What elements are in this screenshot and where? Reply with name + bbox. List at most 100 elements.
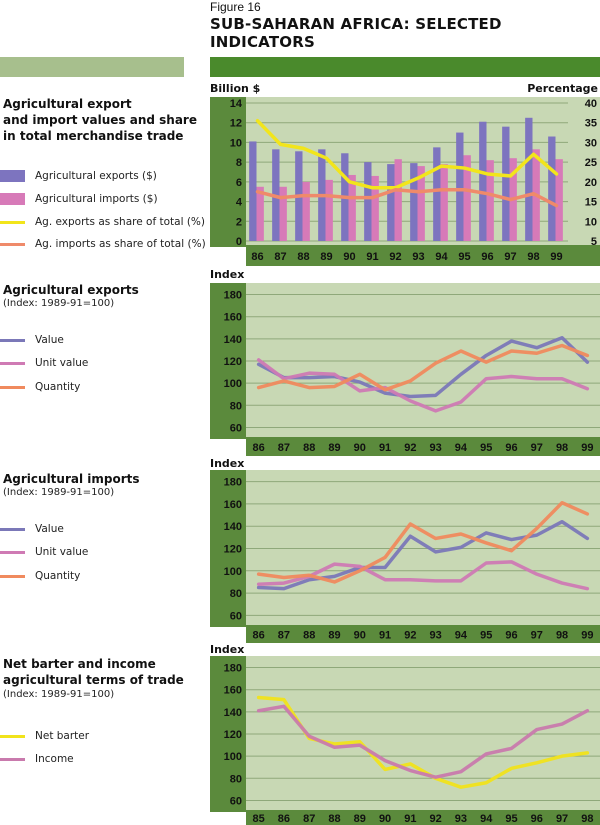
y-tick-label: 160 <box>224 312 242 324</box>
x-tick-label: 88 <box>328 813 340 825</box>
y-tick-label: 60 <box>230 610 242 622</box>
section-title-line: Net barter and income <box>3 657 156 671</box>
legend-item-imports-bar: Agricultural imports ($) <box>0 192 158 206</box>
y-tick-label: 140 <box>224 521 242 533</box>
x-tick-label: 98 <box>556 442 568 454</box>
section-title-line: Agricultural imports <box>3 472 140 486</box>
legend-item-net-barter: Net barter <box>0 729 89 743</box>
y-tick-label: 12 <box>230 118 242 130</box>
y-tick-label: 4 <box>236 197 243 209</box>
y-tick-label: 10 <box>230 137 242 149</box>
x-tick-label: 93 <box>455 813 467 825</box>
series-line <box>256 358 590 413</box>
y-tick-label: 100 <box>224 751 242 763</box>
x-tick-label: 97 <box>531 630 543 642</box>
bar <box>279 186 287 241</box>
bar <box>525 117 533 241</box>
bar <box>502 126 510 241</box>
side-header-bar <box>0 57 184 77</box>
y-axis-label-left: Billion $ <box>210 82 261 95</box>
y-tick-label: 180 <box>224 663 242 675</box>
series-line <box>256 519 590 591</box>
x-tick-label: 92 <box>404 630 416 642</box>
line-swatch-icon <box>0 338 25 342</box>
x-tick-label: 96 <box>505 442 517 454</box>
x-tick-label: 87 <box>274 251 286 263</box>
y-tick-label: 180 <box>224 477 242 489</box>
x-tick-label: 90 <box>354 442 366 454</box>
x-axis-band <box>246 245 600 266</box>
x-tick-label: 92 <box>389 251 401 263</box>
bar <box>456 132 464 241</box>
y-tick-label-right: 30 <box>585 137 597 149</box>
y-tick-label-right: 25 <box>585 157 597 169</box>
x-tick-label: 89 <box>354 813 366 825</box>
legend-item-exports-share: Ag. exports as share of total (%) <box>0 215 205 229</box>
legend-label: Quantity <box>35 381 81 393</box>
bar <box>410 163 418 241</box>
legend-item-unit-value: Unit value <box>0 356 88 370</box>
legend-label: Quantity <box>35 570 81 582</box>
series-line <box>256 704 590 779</box>
x-tick-label: 97 <box>531 442 543 454</box>
y-tick-label-right: 5 <box>591 236 597 248</box>
legend-label: Value <box>35 334 64 346</box>
y-tick-label: 14 <box>230 98 243 110</box>
x-tick-label: 98 <box>527 251 539 263</box>
section-subtitle: (Index: 1989-91=100) <box>3 689 115 700</box>
x-tick-label: 90 <box>343 251 355 263</box>
section-title-line: in total merchandise trade <box>3 129 184 143</box>
legend-item-income: Income <box>0 752 74 766</box>
bar <box>364 162 372 241</box>
series-line <box>255 187 559 208</box>
x-tick-label: 97 <box>504 251 516 263</box>
line-swatch-icon <box>0 361 25 365</box>
line-swatch-icon <box>0 385 25 389</box>
line-swatch-icon <box>0 527 25 531</box>
x-tick-label: 87 <box>278 442 290 454</box>
x-tick-label: 93 <box>430 630 442 642</box>
x-tick-label: 91 <box>404 813 416 825</box>
legend-label: Agricultural exports ($) <box>35 170 157 182</box>
bar <box>348 174 356 241</box>
line-swatch-icon <box>0 757 25 761</box>
y-tick-label: 80 <box>230 588 242 600</box>
bar <box>479 121 487 241</box>
x-tick-label: 94 <box>455 442 468 454</box>
legend-item-quantity: Quantity <box>0 380 80 394</box>
x-tick-label: 86 <box>251 251 263 263</box>
x-axis-band <box>246 810 600 825</box>
bar <box>325 179 333 241</box>
bar <box>387 164 395 241</box>
x-tick-label: 87 <box>278 630 290 642</box>
y-axis-strip <box>210 470 246 627</box>
x-axis-band <box>246 625 600 643</box>
y-tick-label: 140 <box>224 707 242 719</box>
bar <box>463 155 471 241</box>
line-swatch-icon <box>0 220 25 224</box>
chart-3: 60 80 100 120 140 160 180 86 87 88 89 90 91 92 93 94 95 9… <box>210 470 600 643</box>
x-tick-label: 97 <box>556 813 568 825</box>
x-tick-label: 85 <box>253 813 265 825</box>
x-tick-label: 90 <box>379 813 391 825</box>
x-tick-label: 95 <box>505 813 517 825</box>
section-subtitle: (Index: 1989-91=100) <box>3 298 115 309</box>
x-tick-label: 88 <box>303 630 315 642</box>
bar <box>256 186 264 241</box>
y-tick-label: 8 <box>236 157 242 169</box>
y-tick-label: 160 <box>224 685 242 697</box>
x-tick-label: 93 <box>430 442 442 454</box>
y-tick-label: 2 <box>236 216 242 228</box>
y-tick-label: 100 <box>224 378 242 390</box>
y-axis-label: Index <box>210 643 245 656</box>
bar <box>249 141 257 241</box>
y-tick-label: 60 <box>230 795 242 807</box>
x-tick-label: 86 <box>253 630 265 642</box>
y-tick-label: 60 <box>230 422 242 434</box>
x-tick-label: 89 <box>328 442 340 454</box>
y-tick-label-right: 40 <box>585 98 597 110</box>
y-tick-label: 140 <box>224 334 242 346</box>
x-tick-label: 87 <box>303 813 315 825</box>
legend-item-exports-bar: Agricultural exports ($) <box>0 169 157 183</box>
x-tick-label: 86 <box>253 442 265 454</box>
